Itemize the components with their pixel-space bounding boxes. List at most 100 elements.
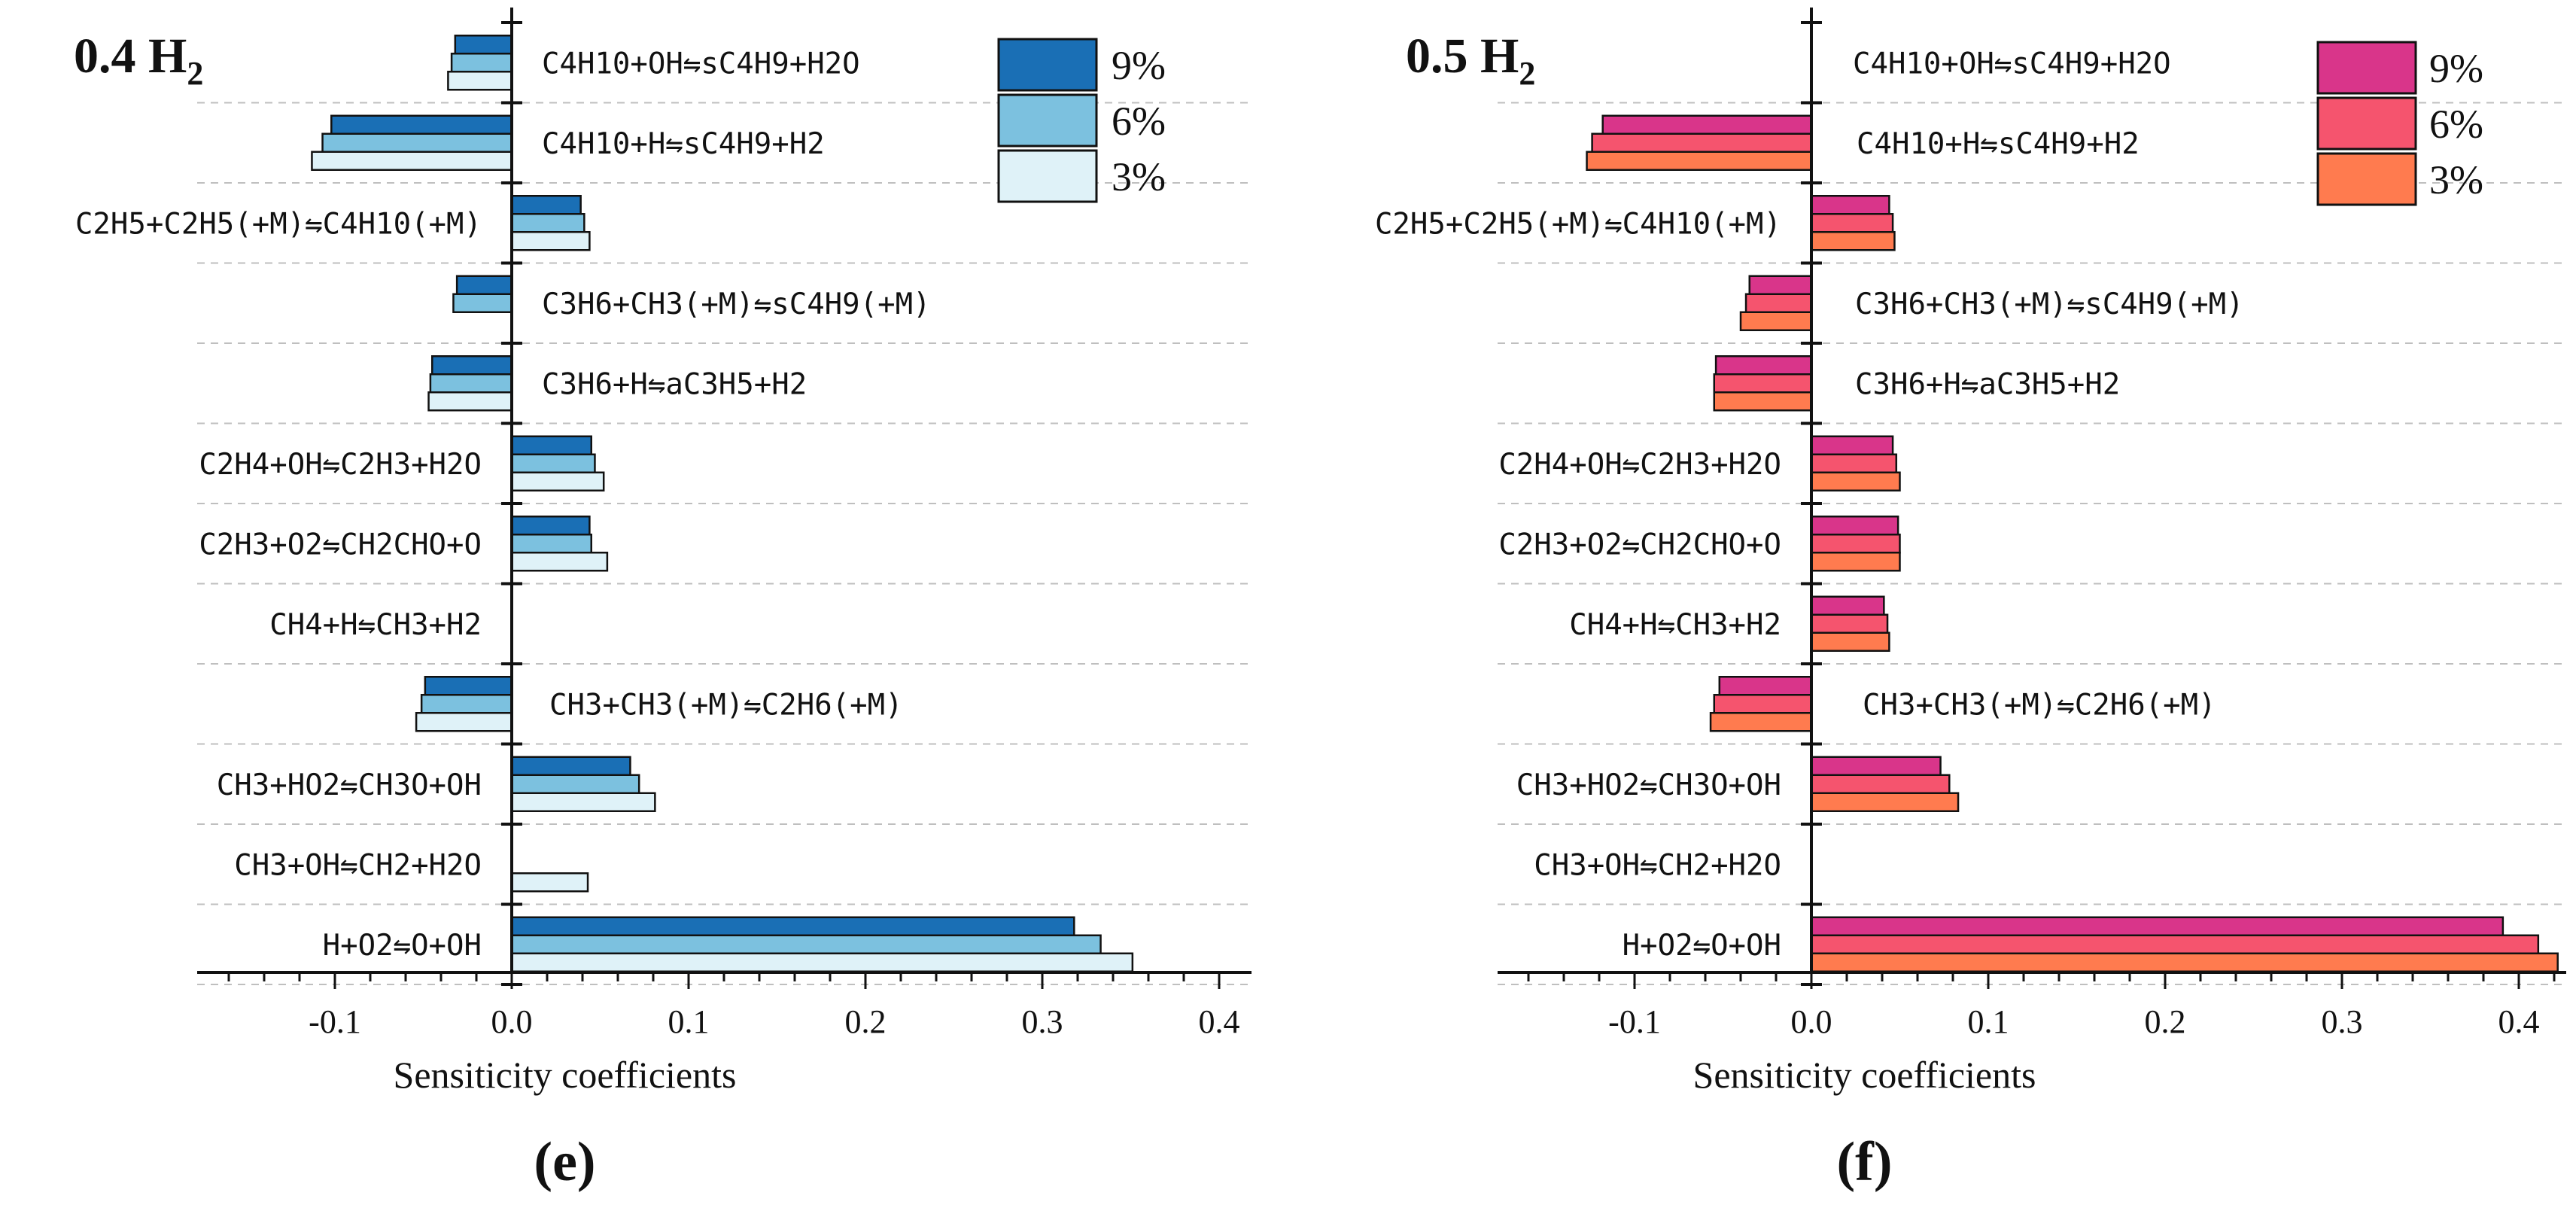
category-label: H+O2⇋O+OH xyxy=(323,929,482,963)
category-label: CH3+OH⇋CH2+H2O xyxy=(1534,848,1781,882)
bar-6pct xyxy=(450,53,513,73)
bar-3pct xyxy=(1810,631,1890,652)
x-tick-label: 0.1 xyxy=(668,1003,710,1040)
bar-9pct xyxy=(1714,355,1813,376)
bar-9pct xyxy=(1810,916,2505,936)
x-axis-title: Sensiticity coefficients xyxy=(1693,1054,2036,1096)
category-label: C3H6+CH3(+M)⇋sC4H9(+M) xyxy=(1855,288,2244,321)
bar-6pct xyxy=(510,774,640,794)
panel-title-subscript: 2 xyxy=(187,55,203,92)
bar-6pct xyxy=(1591,132,1813,153)
bar-9pct xyxy=(510,516,591,536)
x-tick-label: 0.1 xyxy=(1968,1003,2009,1040)
chart-panel-f: C4H10+OH⇋sC4H9+H2O C4H10+H⇋sC4H9+H2 C2H5+C… xyxy=(1375,8,2566,1193)
bar-9pct xyxy=(1810,435,1894,455)
legend-swatch xyxy=(997,149,1098,203)
panel-title: 0.4 H2 xyxy=(74,29,203,92)
category-label: CH3+HO2⇋CH3O+OH xyxy=(1516,768,1781,802)
bar-6pct xyxy=(1810,934,2540,954)
bar-3pct xyxy=(447,71,513,91)
panel-caption: (f) xyxy=(1837,1131,1893,1193)
category-label: C2H3+O2⇋CH2CHO+O xyxy=(199,528,482,561)
bar-3pct xyxy=(1810,792,1960,812)
category-label: C3H6+H⇋aC3H5+H2 xyxy=(542,367,807,401)
bar-3pct xyxy=(510,231,591,251)
chart-panel-e: C4H10+OH⇋sC4H9+H2O C4H10+H⇋sC4H9+H2 C2H5+C… xyxy=(74,8,1252,1193)
bar-3pct xyxy=(311,151,513,171)
bar-9pct xyxy=(1718,676,1813,696)
bar-6pct xyxy=(1810,613,1889,634)
legend-swatch xyxy=(997,93,1098,148)
bar-3pct xyxy=(510,792,656,812)
category-label: CH3+HO2⇋CH3O+OH xyxy=(217,768,482,802)
legend-swatch xyxy=(2316,41,2417,95)
x-axis-title: Sensiticity coefficients xyxy=(394,1054,737,1096)
category-label: C2H5+C2H5(+M)⇋C4H10(+M) xyxy=(1375,207,1781,241)
x-tick-label: -0.1 xyxy=(1608,1003,1661,1040)
bar-3pct xyxy=(510,552,609,572)
bar-9pct xyxy=(1601,114,1813,135)
bar-9pct xyxy=(1810,516,1899,536)
category-label: C4H10+OH⇋sC4H9+H2O xyxy=(1853,47,2171,81)
panel-title: 0.5 H2 xyxy=(1406,29,1535,92)
bar-3pct xyxy=(510,471,605,491)
bar-9pct xyxy=(1810,756,1942,776)
x-tick-label: 0.2 xyxy=(845,1003,887,1040)
category-label: C4H10+H⇋sC4H9+H2 xyxy=(542,127,825,161)
bar-6pct xyxy=(510,934,1102,954)
bar-6pct xyxy=(1810,453,1898,473)
x-tick-label: -0.1 xyxy=(309,1003,361,1040)
bar-3pct xyxy=(1713,391,1813,412)
legend-label: 6% xyxy=(2429,102,2483,147)
bar-6pct xyxy=(429,373,513,394)
bar-3pct xyxy=(1586,151,1813,171)
bar-3pct xyxy=(427,391,513,412)
legend-swatch xyxy=(2316,96,2417,151)
bar-9pct xyxy=(454,35,513,55)
bar-3pct xyxy=(1810,231,1896,251)
bar-3pct xyxy=(1810,952,2559,972)
legend-label: 9% xyxy=(1112,43,1166,88)
bar-9pct xyxy=(1810,595,1885,616)
category-label: H+O2⇋O+OH xyxy=(1623,929,1781,963)
category-label: CH4+H⇋CH3+H2 xyxy=(269,608,482,642)
category-label: C4H10+OH⇋sC4H9+H2O xyxy=(542,47,860,81)
category-label: C2H5+C2H5(+M)⇋C4H10(+M) xyxy=(75,207,482,241)
bar-9pct xyxy=(1810,195,1890,215)
bar-3pct xyxy=(510,872,589,893)
x-tick-label: 0.3 xyxy=(1022,1003,1063,1040)
category-label: C2H4+OH⇋C2H3+H2O xyxy=(1498,448,1781,482)
bar-3pct xyxy=(1810,552,1901,572)
bar-6pct xyxy=(420,694,513,714)
category-label: CH3+CH3(+M)⇋C2H6(+M) xyxy=(1863,688,2216,722)
bar-6pct xyxy=(452,293,513,313)
bar-6pct xyxy=(510,213,585,233)
bar-3pct xyxy=(415,712,513,732)
bar-6pct xyxy=(510,534,592,554)
category-label: C2H3+O2⇋CH2CHO+O xyxy=(1498,528,1781,561)
bar-9pct xyxy=(455,275,513,295)
x-tick-label: 0.0 xyxy=(1791,1003,1832,1040)
bar-9pct xyxy=(431,355,513,376)
bar-6pct xyxy=(1744,293,1813,313)
x-tick-label: 0.4 xyxy=(2498,1003,2540,1040)
panel-caption: (e) xyxy=(534,1131,595,1193)
bar-9pct xyxy=(330,114,513,135)
panel-title-subscript: 2 xyxy=(1519,55,1535,92)
x-tick-label: 0.3 xyxy=(2322,1003,2363,1040)
bar-6pct xyxy=(1810,774,1951,794)
bar-6pct xyxy=(1810,534,1901,554)
x-tick-label: 0.0 xyxy=(491,1003,533,1040)
category-label: CH4+H⇋CH3+H2 xyxy=(1569,608,1781,642)
bar-9pct xyxy=(1748,275,1813,295)
bar-9pct xyxy=(424,676,513,696)
category-label: CH3+OH⇋CH2+H2O xyxy=(234,848,482,882)
bar-6pct xyxy=(1810,213,1894,233)
bar-3pct xyxy=(510,952,1134,972)
bar-3pct xyxy=(1709,712,1813,732)
category-label: C4H10+H⇋sC4H9+H2 xyxy=(1857,127,2140,161)
category-label: C3H6+CH3(+M)⇋sC4H9(+M) xyxy=(542,288,931,321)
x-tick-label: 0.4 xyxy=(1199,1003,1240,1040)
